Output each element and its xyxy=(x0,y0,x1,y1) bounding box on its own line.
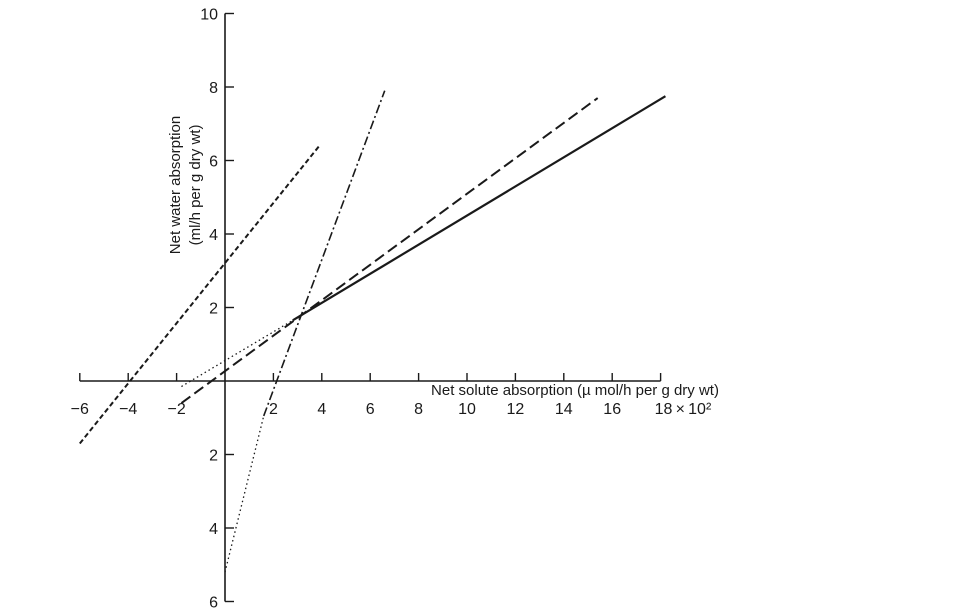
x-tick-label: −6 xyxy=(71,401,89,418)
y-tick-label: 8 xyxy=(209,80,218,97)
x-tick-label: 4 xyxy=(317,401,326,418)
y-tick-label: 4 xyxy=(209,227,218,244)
y-axis-title: Net water absorption (ml/h per g dry wt) xyxy=(167,116,204,254)
x-tick-label: −4 xyxy=(119,401,137,418)
series-layer xyxy=(79,90,667,573)
y-tick-label: 2 xyxy=(209,448,218,465)
series-solid xyxy=(181,95,667,388)
x-tick-label: 10 xyxy=(458,401,476,418)
series-line-solid-dotted xyxy=(181,319,294,388)
x-tick-label: 18 × 10² xyxy=(655,401,712,418)
series-line-dashed-dashed xyxy=(180,97,599,404)
x-tick-label: 12 xyxy=(507,401,525,418)
y-axis-title-line2: (ml/h per g dry wt) xyxy=(187,125,204,246)
series-dash-dot xyxy=(224,90,386,573)
x-tick-label: 8 xyxy=(414,401,423,418)
x-tick-label: 14 xyxy=(555,401,573,418)
x-tick-label: 2 xyxy=(269,401,278,418)
x-tick-label: 6 xyxy=(366,401,375,418)
x-tick-label: −2 xyxy=(167,401,185,418)
x-tick-label: 16 xyxy=(603,401,621,418)
y-tick-label: 10 xyxy=(200,7,218,24)
x-axis-title: Net solute absorption (µ mol/h per g dry… xyxy=(431,382,719,399)
y-tick-label: 6 xyxy=(209,154,218,171)
series-dashed xyxy=(180,97,599,404)
x-ticks: −6 −4 −2 2 4 6 8 10 12 14 16 18 × 10² xyxy=(71,373,712,418)
y-ticks: 10 8 6 4 2 2 4 6 xyxy=(200,7,234,612)
y-tick-label: 4 xyxy=(209,521,218,538)
series-line-dash-dot-dashdot xyxy=(262,90,386,417)
series-line-dash-dot-dotted xyxy=(224,415,265,573)
axes: −6 −4 −2 2 4 6 8 10 12 14 16 18 × 10² 10 8 6 4 2 2 4 6 xyxy=(71,7,712,612)
y-tick-label: 6 xyxy=(209,595,218,612)
series-line-solid-solid xyxy=(292,95,667,322)
y-axis-title-line1: Net water absorption xyxy=(167,116,184,254)
y-tick-label: 2 xyxy=(209,301,218,318)
